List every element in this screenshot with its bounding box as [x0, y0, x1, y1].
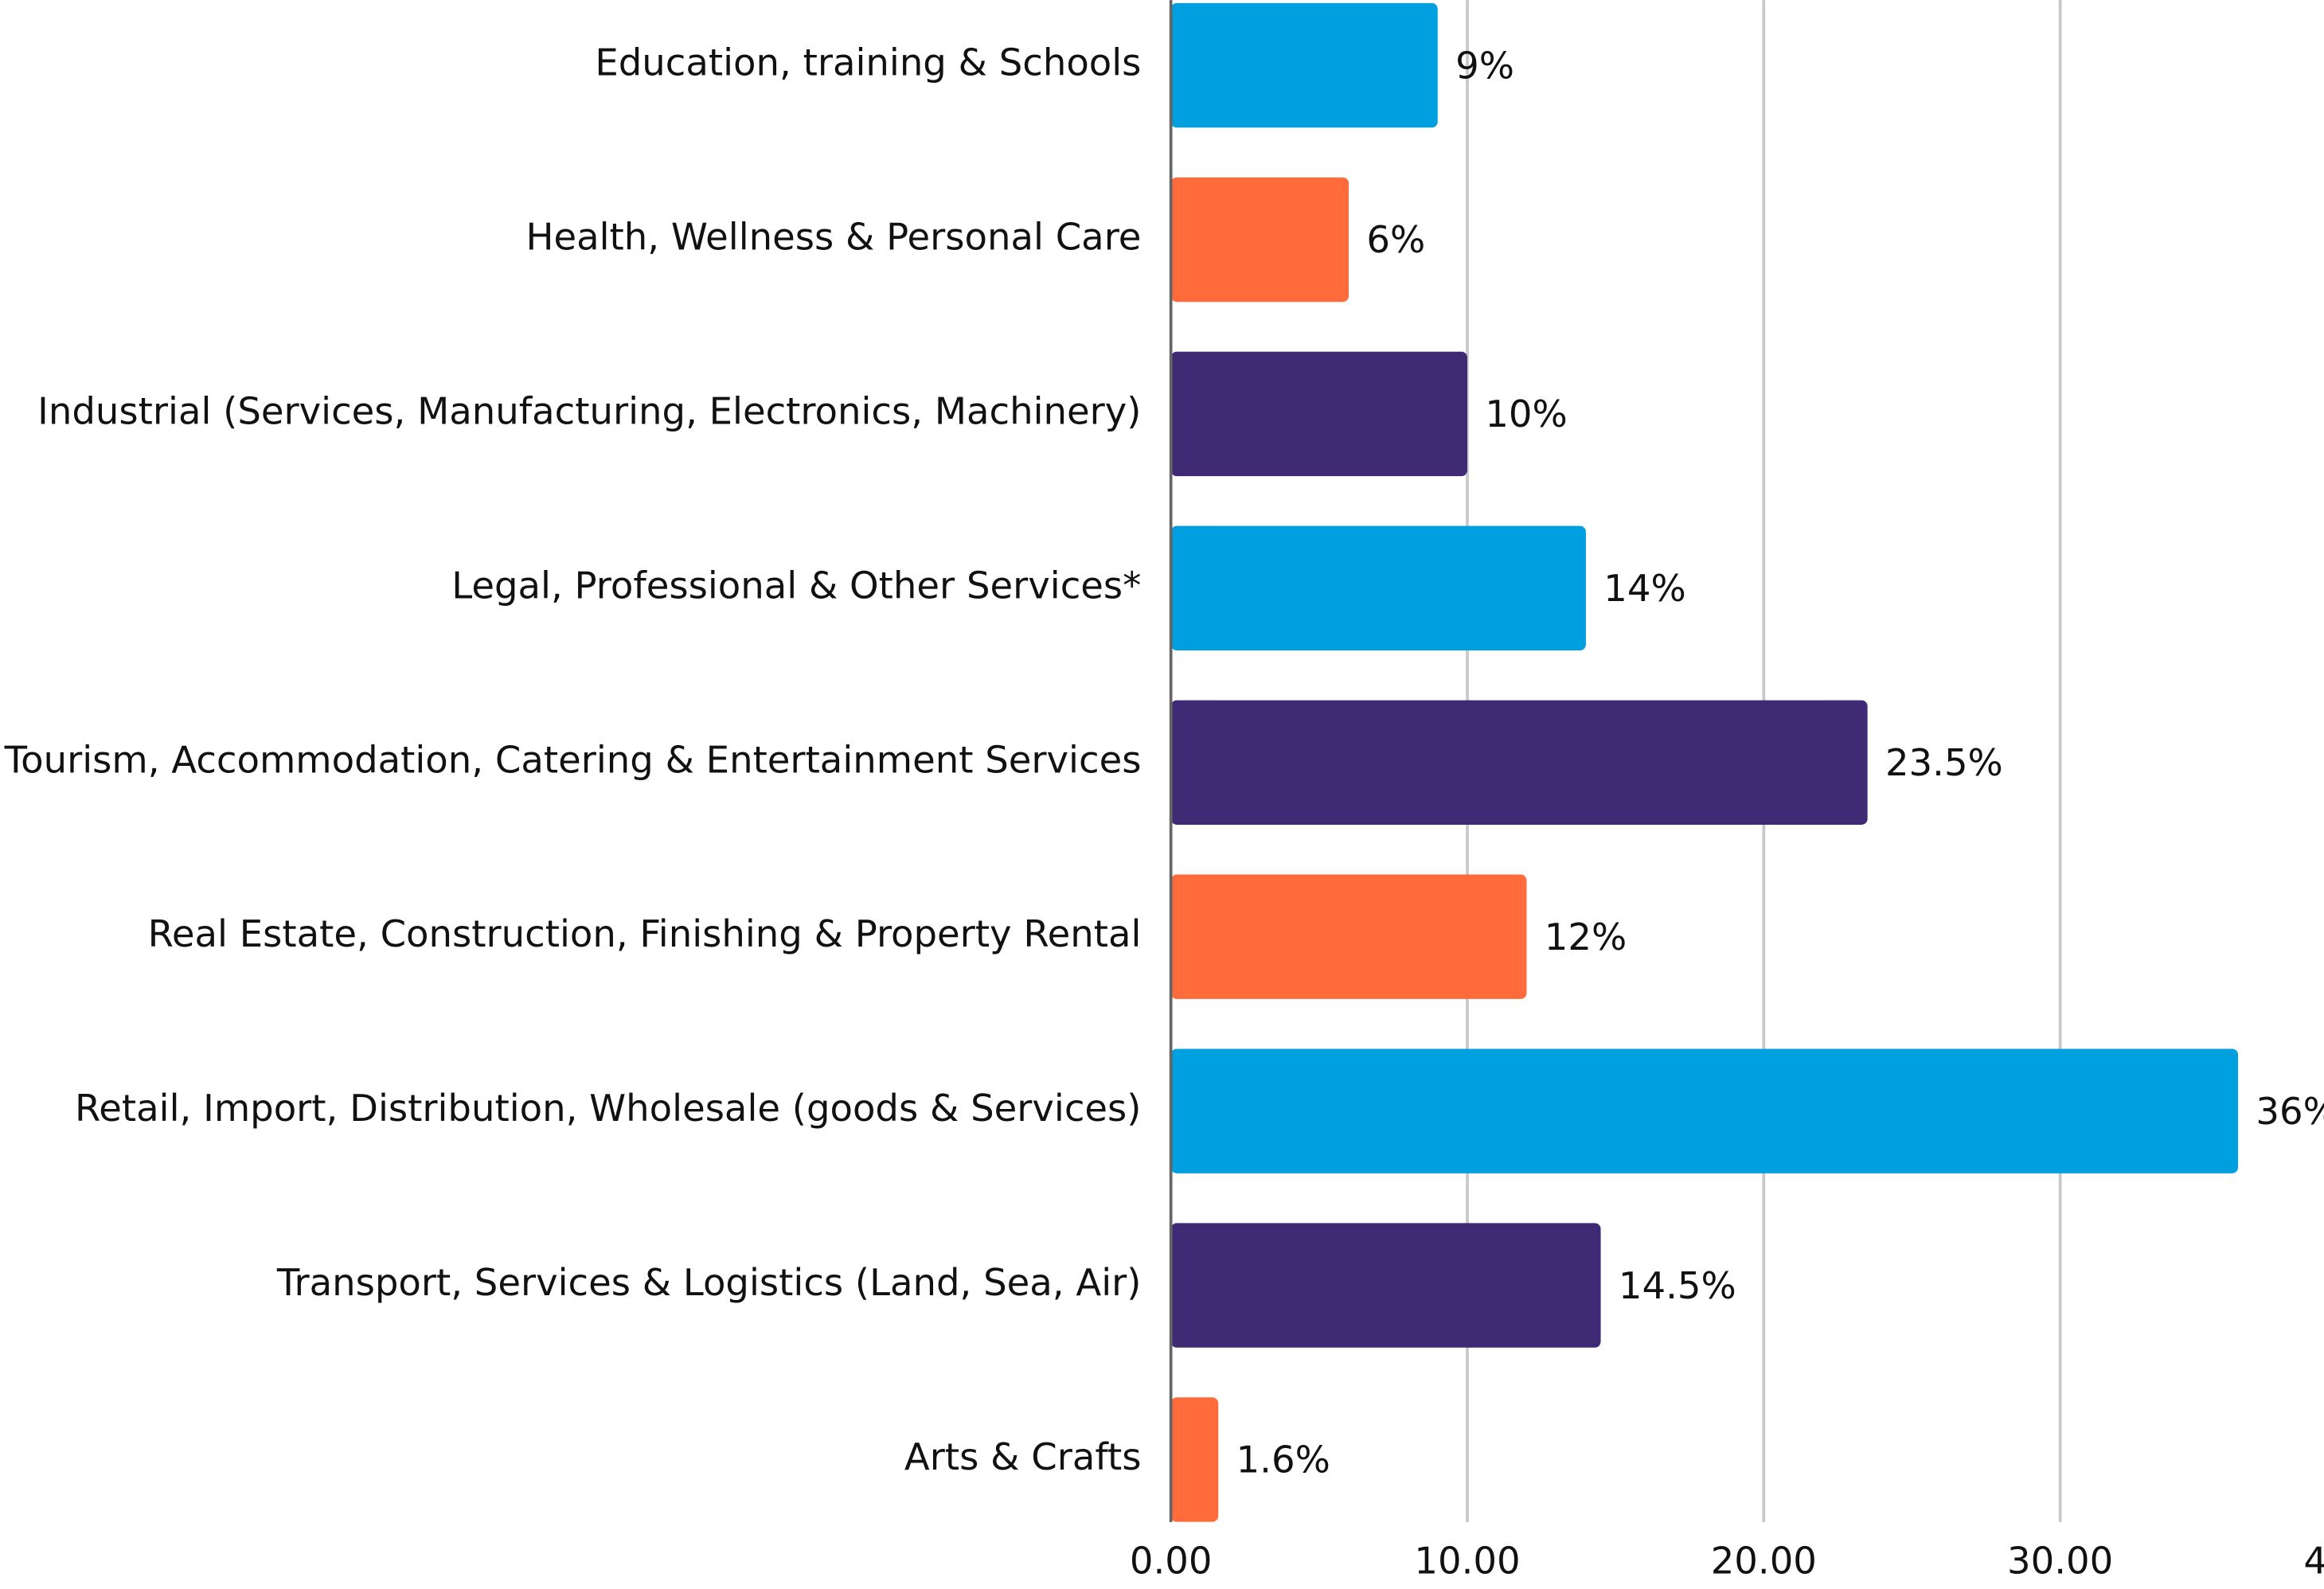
x-tick-label: 0.00: [1130, 1540, 1213, 1583]
y-tick-label: Transport, Services & Logistics (Land, S…: [276, 1261, 1142, 1304]
data-label: 23.5%: [1885, 741, 2003, 784]
y-tick-label: Education, training & Schools: [595, 41, 1141, 84]
bar: [1170, 2, 1438, 128]
bar: [1170, 700, 1868, 825]
data-label: 6%: [1366, 218, 1425, 261]
bar: [1170, 1048, 2239, 1173]
y-tick-label: Real Estate, Construction, Finishing & P…: [148, 912, 1142, 955]
x-tick-label: 20.00: [1711, 1540, 1817, 1583]
y-tick-label: Tourism, Accommodation, Catering & Enter…: [4, 738, 1142, 781]
data-label: 14%: [1603, 567, 1685, 610]
bar: [1170, 1397, 1219, 1522]
bar: [1170, 874, 1527, 999]
y-tick-label: Legal, Professional & Other Services*: [451, 564, 1141, 607]
y-tick-label: Health, Wellness & Personal Care: [525, 216, 1141, 259]
bar: [1170, 177, 1349, 303]
data-label: 10%: [1485, 392, 1567, 435]
x-tick-label: 10.00: [1414, 1540, 1520, 1583]
data-label: 9%: [1455, 44, 1514, 87]
bar: [1170, 351, 1467, 477]
y-tick-label: Arts & Crafts: [904, 1435, 1142, 1478]
x-tick-label: 40.00: [2303, 1540, 2324, 1583]
bar: [1170, 1223, 1601, 1348]
data-label: 14.5%: [1619, 1264, 1736, 1307]
data-label: 36%: [2256, 1090, 2324, 1133]
x-tick-label: 30.00: [2007, 1540, 2113, 1583]
bar: [1170, 525, 1586, 651]
data-label: 12%: [1545, 916, 1627, 958]
y-tick-label: Retail, Import, Distribution, Wholesale …: [75, 1087, 1141, 1130]
data-label: 1.6%: [1236, 1439, 1330, 1482]
y-tick-label: Industrial (Services, Manufacturing, Ele…: [37, 389, 1141, 432]
